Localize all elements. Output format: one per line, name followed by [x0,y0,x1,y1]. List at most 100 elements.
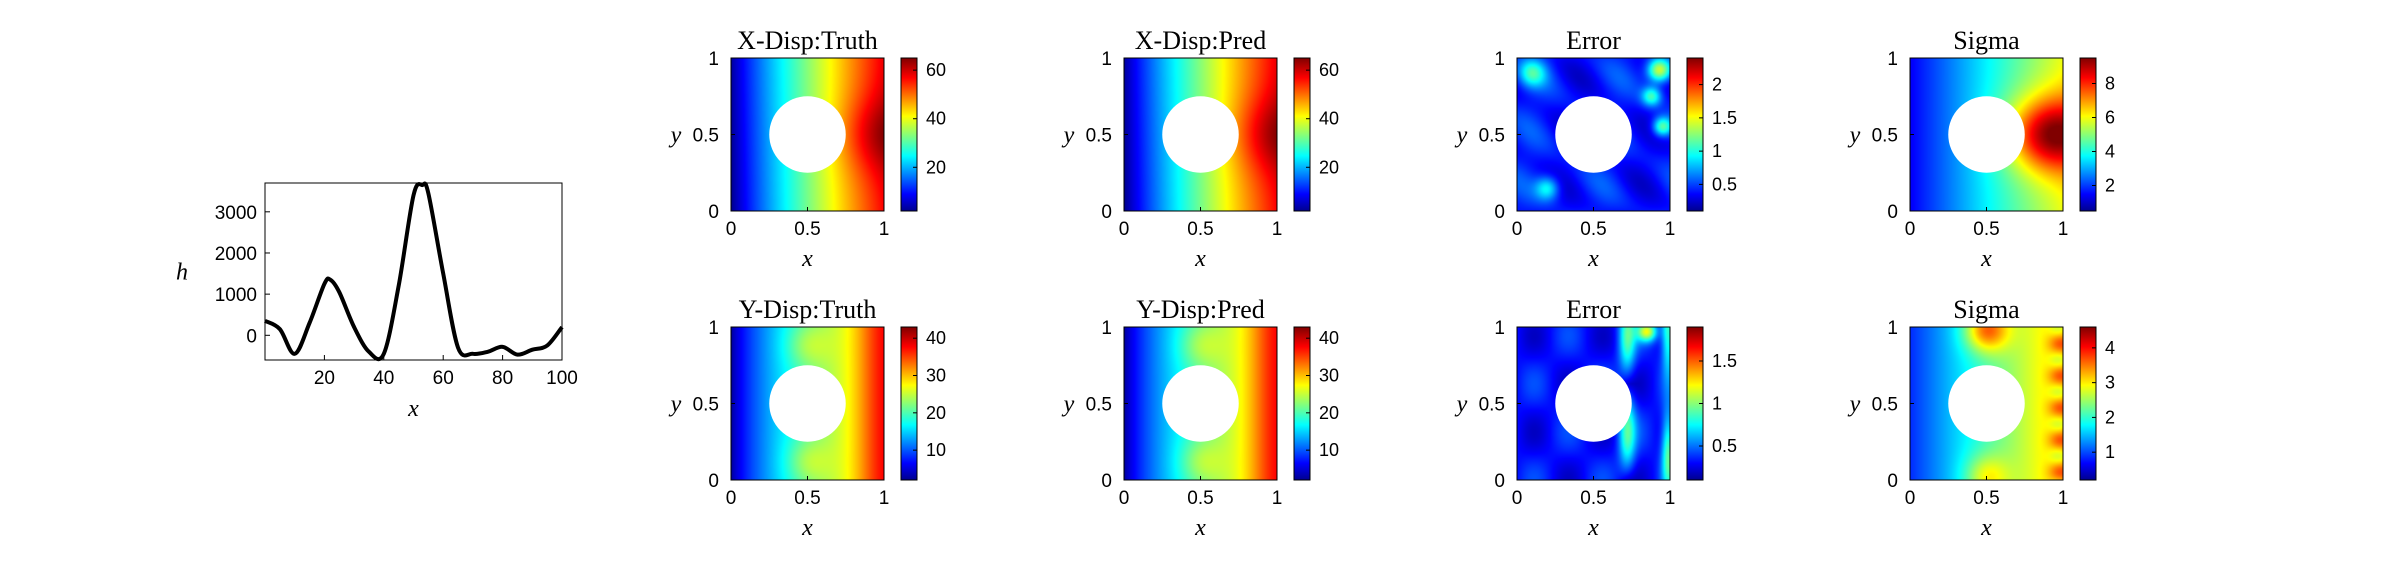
x-tick-label: 1 [2058,219,2069,240]
heatmap-panel-x-disp-truth: X-Disp:Truth 0 0.5 1 0 0.5 1 x y 20 40 60 [669,26,946,272]
x-tick-label: 1 [2058,488,2069,509]
x-tick-label: 1 [879,488,890,509]
x-axis-label: x [1194,246,1206,272]
colorbar-tick-label: 60 [926,60,946,80]
y-axis-label: y [669,123,682,149]
heatmap-panel-x-error: Error 0 0.5 1 0 0.5 1 x y 0.5 1 1.5 2 [1455,26,1737,272]
colorbar-tick-label: 20 [1319,157,1339,177]
colorbar-tick-label: 60 [1319,60,1339,80]
colorbar-tick-label: 4 [2105,142,2115,162]
y-tick-label: 1 [1494,318,1505,339]
y-tick-label: 1 [1101,318,1112,339]
x-tick-label: 0.5 [794,219,820,240]
x-axis-label: x [801,515,813,541]
colorbar [2079,326,2097,481]
x-tick-label: 0.5 [1187,488,1213,509]
colorbar-tick-label: 0.5 [1712,174,1737,194]
hole-circle [769,96,846,173]
y-axis-label: y [1062,123,1075,149]
y-tick-label: 0.5 [693,126,719,147]
x-tick-label: 0.5 [1580,488,1606,509]
hole-circle [1948,365,2025,442]
x-axis-label: x [1587,515,1599,541]
y-axis-label: y [669,392,682,418]
x-tick-label: 60 [433,368,454,389]
x-axis-label: x [801,246,813,272]
colorbar [1293,57,1311,212]
hole-circle [1555,365,1632,442]
colorbar [900,326,918,481]
hole-circle [1162,365,1239,442]
x-tick-label: 0 [1119,219,1130,240]
y-tick-label: 1 [1101,49,1112,70]
colorbar-tick-label: 40 [926,328,946,348]
y-tick-label: 0 [1494,471,1505,492]
x-tick-label: 0 [1905,488,1916,509]
colorbar-tick-label: 20 [1319,403,1339,423]
heatmap-panel-x-disp-pred: X-Disp:Pred 0 0.5 1 0 0.5 1 x y 20 40 60 [1062,26,1339,272]
y-tick-label: 0 [1494,202,1505,223]
y-tick-label: 1000 [215,285,257,306]
x-tick-label: 0.5 [794,488,820,509]
y-tick-label: 1 [708,49,719,70]
heatmap-panel-y-error: Error 0 0.5 1 0 0.5 1 x y 0.5 1 1.5 [1455,295,1737,541]
x-tick-label: 0.5 [1187,219,1213,240]
y-tick-label: 0 [1101,202,1112,223]
panel-title: Error [1566,295,1621,324]
panel-title: X-Disp:Pred [1135,26,1266,55]
y-tick-label: 0.5 [1479,395,1505,416]
x-tick-label: 0 [726,219,737,240]
y-tick-label: 0.5 [1086,126,1112,147]
y-tick-label: 0.5 [693,395,719,416]
x-tick-label: 1 [1665,219,1676,240]
x-tick-label: 0 [1512,219,1523,240]
colorbar-tick-label: 1.5 [1712,351,1737,371]
colorbar [900,57,918,212]
colorbar-tick-label: 30 [926,366,946,386]
panel-title: X-Disp:Truth [737,26,878,55]
x-axis-label: x [1194,515,1206,541]
y-tick-label: 0 [708,202,719,223]
y-tick-label: 0 [246,326,257,347]
x-tick-label: 0.5 [1973,219,1999,240]
y-tick-label: 3000 [215,203,257,224]
x-tick-label: 1 [879,219,890,240]
colorbar-tick-label: 40 [1319,109,1339,129]
colorbar [1686,57,1704,212]
colorbar-tick-label: 8 [2105,74,2115,94]
colorbar [2079,57,2097,212]
hole-circle [1555,96,1632,173]
x-tick-label: 1 [1272,219,1283,240]
colorbar-tick-label: 1 [2105,442,2115,462]
x-tick-label: 1 [1272,488,1283,509]
colorbar-tick-label: 20 [926,157,946,177]
colorbar-tick-label: 3 [2105,373,2115,393]
heatmap-panel-x-sigma: Sigma 0 0.5 1 0 0.5 1 x y 2 4 6 8 [1848,26,2115,272]
x-axis-label: x [1980,515,1992,541]
colorbar-tick-label: 10 [1319,440,1339,460]
y-tick-label: 0.5 [1479,126,1505,147]
colorbar-tick-label: 1 [1712,394,1722,414]
x-axis-label: x [1587,246,1599,272]
panel-title: Y-Disp:Pred [1136,295,1265,324]
hole-circle [1162,96,1239,173]
y-tick-label: 1 [1494,49,1505,70]
h-series-line [264,181,564,362]
y-tick-label: 0 [708,471,719,492]
y-tick-label: 0 [1887,202,1898,223]
x-tick-label: 80 [492,368,513,389]
hole-circle [769,365,846,442]
y-tick-label: 1 [1887,318,1898,339]
x-axis-label: x [1980,246,1992,272]
colorbar-tick-label: 20 [926,403,946,423]
colorbar-tick-label: 10 [926,440,946,460]
colorbar-tick-label: 1.5 [1712,108,1737,128]
y-axis-label: y [1848,123,1861,149]
y-axis-label: y [1848,392,1861,418]
panel-title: Sigma [1953,295,2020,324]
x-tick-label: 1 [1665,488,1676,509]
x-tick-label: 0.5 [1973,488,1999,509]
y-tick-label: 0.5 [1872,126,1898,147]
x-tick-label: 20 [314,368,335,389]
